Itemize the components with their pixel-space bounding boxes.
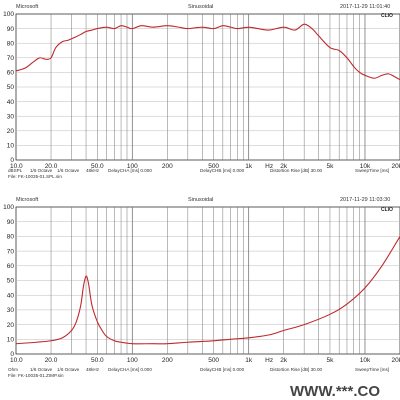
imp-curve-group bbox=[15, 236, 400, 345]
imp-y-tick-90: 90 bbox=[7, 219, 15, 226]
spl-y-tick-40: 40 bbox=[7, 99, 15, 106]
imp-y-tick-10: 10 bbox=[7, 337, 15, 344]
spl-chart: Microsoft Sinusoidal 2017-11-29 11:01:40… bbox=[3, 4, 400, 179]
imp-x-tick-50.0: 50.0 bbox=[91, 357, 104, 364]
spl-clio-logo: CLIO bbox=[381, 13, 393, 19]
spl-y-tick-70: 70 bbox=[7, 55, 15, 62]
imp-y-tick-20: 20 bbox=[7, 322, 15, 329]
spl-x-tick-10.0: 10.0 bbox=[10, 163, 23, 170]
imp-y-tick-labels: 0 10 20 30 40 50 60 70 80 90 100 bbox=[3, 204, 14, 358]
imp-y-tick-50: 50 bbox=[7, 278, 15, 285]
spl-x-tick-2k: 2k bbox=[280, 163, 288, 170]
spl-header-right: 2017-11-29 11:01:40 bbox=[340, 4, 390, 10]
spl-y-tick-labels: 0 10 20 30 40 50 60 70 80 90 100 bbox=[3, 11, 14, 164]
spl-x-tick-20k: 20k bbox=[392, 163, 400, 170]
imp-footer-delay-b: DelayCHB [ms] 0.000 bbox=[200, 367, 245, 372]
imp-footer-resolution: 1/6 Octave bbox=[57, 367, 80, 372]
spl-y-tick-30: 30 bbox=[7, 113, 15, 120]
imp-footer-smoothing: 1/6 Octave bbox=[30, 367, 53, 372]
imp-x-tick-5k: 5k bbox=[327, 357, 335, 364]
imp-y-tick-30: 30 bbox=[7, 307, 15, 314]
imp-x-tick-100: 100 bbox=[127, 357, 138, 364]
spl-footer-sweeptime: SweepTime [ms] bbox=[355, 168, 389, 173]
spl-x-tick-200: 200 bbox=[162, 163, 173, 170]
impedance-chart: Microsoft Sinusoidal 2017-11-29 11:03:30… bbox=[3, 197, 400, 378]
imp-series-line-0 bbox=[15, 236, 400, 345]
imp-header-left: Microsoft bbox=[16, 197, 39, 203]
spl-y-tick-90: 90 bbox=[7, 26, 15, 33]
spl-y-tick-50: 50 bbox=[7, 84, 15, 91]
imp-y-tick-70: 70 bbox=[7, 248, 15, 255]
spl-x-tick-50.0: 50.0 bbox=[91, 163, 104, 170]
spl-footer-delay-a: DelayCHA [ms] 0.000 bbox=[108, 168, 152, 173]
spl-x-tick-100: 100 bbox=[127, 163, 138, 170]
spl-x-tick-5k: 5k bbox=[327, 163, 335, 170]
spl-y-tick-20: 20 bbox=[7, 128, 15, 135]
spl-footer-unit: dBSPL bbox=[8, 168, 23, 173]
spl-header-center: Sinusoidal bbox=[188, 4, 213, 10]
imp-footer-row1: Ohm 1/6 Octave 1/6 Octave 48kHz DelayCHA… bbox=[8, 367, 389, 372]
imp-grid bbox=[16, 207, 400, 354]
imp-y-tick-40: 40 bbox=[7, 292, 15, 299]
imp-header-right: 2017-11-29 11:03:30 bbox=[340, 197, 390, 203]
spl-header-left: Microsoft bbox=[16, 4, 39, 10]
spl-footer-samplerate: 48kHz bbox=[86, 168, 100, 173]
spl-footer-row1: dBSPL 1/6 Octave 1/6 Octave 48kHz DelayC… bbox=[8, 168, 389, 173]
imp-x-tick-1k: 1k bbox=[245, 357, 253, 364]
imp-y-tick-0: 0 bbox=[10, 351, 14, 358]
imp-x-tick-20k: 20k bbox=[392, 357, 400, 364]
imp-footer-sweeptime: SweepTime [ms] bbox=[355, 367, 389, 372]
imp-footer-samplerate: 48kHz bbox=[86, 367, 100, 372]
spl-y-tick-100: 100 bbox=[3, 11, 14, 18]
imp-x-tick-2k: 2k bbox=[280, 357, 288, 364]
spl-y-tick-10: 10 bbox=[7, 143, 15, 150]
imp-y-tick-80: 80 bbox=[7, 234, 15, 241]
spl-x-tick-labels: 10.0 20.0 50.0 100 200 500 1k Hz 2k 5k 10k 20k bbox=[10, 163, 400, 170]
spl-x-tick-20.0: 20.0 bbox=[45, 163, 58, 170]
spl-y-tick-80: 80 bbox=[7, 40, 15, 47]
spl-footer-resolution: 1/6 Octave bbox=[57, 168, 80, 173]
imp-footer-delay-a: DelayCHA [ms] 0.000 bbox=[108, 367, 152, 372]
spl-footer-smoothing: 1/6 Octave bbox=[30, 168, 53, 173]
imp-x-tick-200: 200 bbox=[162, 357, 173, 364]
imp-x-tick-500: 500 bbox=[208, 357, 219, 364]
spl-grid bbox=[16, 14, 400, 160]
imp-footer-distortion: Distortion Rise [dB] 30.00 bbox=[270, 367, 323, 372]
spl-x-tick-1k: 1k bbox=[245, 163, 253, 170]
imp-footer-unit: Ohm bbox=[8, 367, 18, 372]
imp-x-tick-10k: 10k bbox=[360, 357, 371, 364]
imp-x-tick-labels: 10.0 20.0 50.0 100 200 500 1k Hz 2k 5k 10k 20k bbox=[10, 357, 400, 364]
imp-header-center: Sinusoidal bbox=[188, 197, 213, 203]
watermark: WWW.***.CO bbox=[290, 383, 380, 400]
spl-footer-distortion: Distortion Rise [dB] 30.00 bbox=[270, 168, 323, 173]
spl-footer-file: File: FK-10035-01.SPL.sin bbox=[8, 174, 62, 179]
spl-x-tick-10k: 10k bbox=[360, 163, 371, 170]
imp-y-tick-60: 60 bbox=[7, 263, 15, 270]
spl-curve-group bbox=[15, 23, 400, 81]
spl-series-line-0 bbox=[15, 23, 400, 81]
imp-y-tick-100: 100 bbox=[3, 204, 14, 211]
imp-clio-logo: CLIO bbox=[381, 207, 393, 213]
spl-x-tick-500: 500 bbox=[208, 163, 219, 170]
spl-footer-delay-b: DelayCHB [ms] 0.000 bbox=[200, 168, 245, 173]
imp-x-tick-10.0: 10.0 bbox=[10, 357, 23, 364]
imp-x-tick-Hz: Hz bbox=[265, 357, 273, 364]
imp-footer-file: File: FK-10035-01.ZIMP.sin bbox=[8, 373, 64, 378]
spl-x-tick-Hz: Hz bbox=[265, 163, 273, 170]
spl-y-tick-0: 0 bbox=[10, 157, 14, 164]
spl-y-tick-60: 60 bbox=[7, 70, 15, 77]
imp-x-tick-20.0: 20.0 bbox=[45, 357, 58, 364]
